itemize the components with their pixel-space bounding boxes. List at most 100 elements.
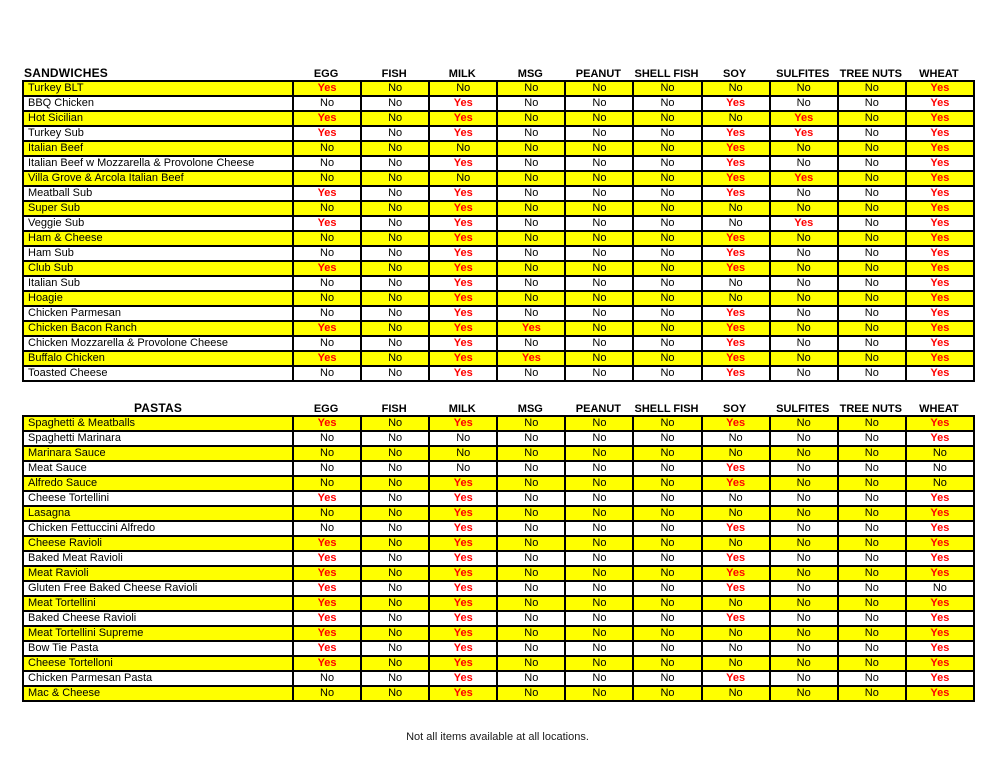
allergen-cell: No [564, 580, 635, 597]
section-pastas: PASTAS EGG FISH MILK MSG PEANUT SHELL FISH SOY S… [22, 398, 975, 702]
allergen-cell: No [632, 260, 703, 277]
allergen-cell: No [836, 275, 907, 292]
allergen-cell: No [836, 185, 907, 202]
allergen-cell: No [632, 170, 703, 187]
item-name-cell: Buffalo Chicken [22, 350, 294, 367]
table-row: Lasagna No No Yes No No No No No No Yes [22, 505, 975, 522]
allergen-cell: No [836, 580, 907, 597]
allergen-cell: No [564, 535, 635, 552]
allergen-cell: No [564, 305, 635, 322]
section-title: PASTAS [133, 401, 183, 415]
allergen-cell: Yes [291, 550, 363, 567]
item-name-cell: Gluten Free Baked Cheese Ravioli [22, 580, 294, 597]
allergen-cell: No [768, 245, 839, 262]
allergen-cell: Yes [904, 125, 975, 142]
allergen-cell: No [291, 365, 363, 382]
allergen-cell: Yes [904, 520, 975, 537]
allergen-cell: No [564, 290, 635, 307]
allergen-cell: Yes [428, 95, 499, 112]
allergen-cell: Yes [904, 260, 975, 277]
table-row: Turkey BLT Yes No No No No No No No No Yes [22, 80, 975, 97]
item-name-cell: Bow Tie Pasta [22, 640, 294, 657]
table-row: Cheese Ravioli Yes No Yes No No No No No No Yes [22, 535, 975, 552]
allergen-cell: Yes [904, 215, 975, 232]
allergen-cell: No [836, 445, 907, 462]
allergen-cell: No [836, 430, 907, 447]
allergen-cell: Yes [700, 415, 771, 432]
allergen-cell: No [768, 625, 839, 642]
allergen-cell: Yes [700, 550, 771, 567]
allergen-cell: Yes [291, 535, 363, 552]
allergen-cell: No [632, 110, 703, 127]
table-row: Meat Sauce No No No No No No Yes No No No [22, 460, 975, 477]
allergen-cell: No [768, 670, 839, 687]
allergen-cell: No [632, 475, 703, 492]
table-row: Cheese Tortellini Yes No Yes No No No No No No Yes [22, 490, 975, 507]
allergen-cell: No [632, 185, 703, 202]
allergen-cell: No [768, 445, 839, 462]
allergen-cell: No [360, 350, 431, 367]
allergen-cell: No [632, 415, 703, 432]
allergen-cell: No [836, 550, 907, 567]
allergen-cell: No [428, 460, 499, 477]
table-row: Turkey Sub Yes No Yes No No No Yes Yes No Yes [22, 125, 975, 142]
table-row: Meatball Sub Yes No Yes No No No Yes No No Yes [22, 185, 975, 202]
allergen-cell: No [360, 565, 431, 582]
allergen-cell: No [360, 305, 431, 322]
allergen-cell: No [632, 200, 703, 217]
allergen-cell: No [496, 505, 567, 522]
allergen-cell: Yes [904, 685, 975, 702]
table-row: Baked Meat Ravioli Yes No Yes No No No Yes No No Y… [22, 550, 975, 567]
item-name-cell: Meat Tortellini [22, 595, 294, 612]
allergen-cell: No [360, 125, 431, 142]
allergen-cell: Yes [428, 685, 499, 702]
allergen-cell: No [632, 535, 703, 552]
allergen-cell: No [836, 625, 907, 642]
allergen-cell: Yes [700, 260, 771, 277]
allergen-cell: Yes [428, 550, 499, 567]
allergen-cell: No [564, 430, 635, 447]
allergen-cell: No [836, 245, 907, 262]
allergen-cell: No [496, 215, 567, 232]
allergen-cell: No [836, 640, 907, 657]
allergen-cell: No [904, 460, 975, 477]
allergen-cell: No [291, 670, 363, 687]
allergen-cell: Yes [768, 170, 839, 187]
allergen-cell: No [632, 305, 703, 322]
allergen-cell: No [360, 170, 431, 187]
section-sandwiches: SANDWICHES EGG FISH MILK MSG PEANUT SHELL FISH… [22, 63, 975, 382]
allergen-cell: Yes [428, 245, 499, 262]
allergen-cell: No [632, 140, 703, 157]
allergen-cell: Yes [428, 335, 499, 352]
allergen-cell: No [496, 230, 567, 247]
column-header: PEANUT [575, 68, 622, 80]
allergen-cell: No [700, 275, 771, 292]
allergen-cell: No [496, 520, 567, 537]
allergen-cell: No [360, 320, 431, 337]
allergen-cell: No [496, 125, 567, 142]
allergen-cell: Yes [428, 185, 499, 202]
column-header: SOY [722, 68, 747, 80]
item-name-cell: Chicken Parmesan [22, 305, 294, 322]
table-row: Meat Tortellini Yes No Yes No No No No No No Yes [22, 595, 975, 612]
allergen-cell: No [291, 505, 363, 522]
footer-note: Not all items available at all locations… [406, 731, 589, 743]
allergen-cell: No [564, 365, 635, 382]
allergen-cell: No [836, 335, 907, 352]
allergen-cell: No [291, 475, 363, 492]
allergen-cell: No [836, 505, 907, 522]
allergen-cell: Yes [428, 565, 499, 582]
allergen-cell: Yes [428, 520, 499, 537]
allergen-cell: Yes [428, 610, 499, 627]
allergen-cell: No [632, 275, 703, 292]
table-row: Italian Beef No No No No No No Yes No No Yes [22, 140, 975, 157]
allergen-cell: Yes [428, 475, 499, 492]
allergen-cell: No [632, 655, 703, 672]
allergen-cell: No [360, 430, 431, 447]
allergen-cell: Yes [428, 305, 499, 322]
allergen-cell: No [360, 445, 431, 462]
column-header: EGG [313, 403, 339, 415]
allergen-cell: No [632, 215, 703, 232]
allergen-cell: No [836, 80, 907, 97]
allergen-cell: Yes [428, 275, 499, 292]
